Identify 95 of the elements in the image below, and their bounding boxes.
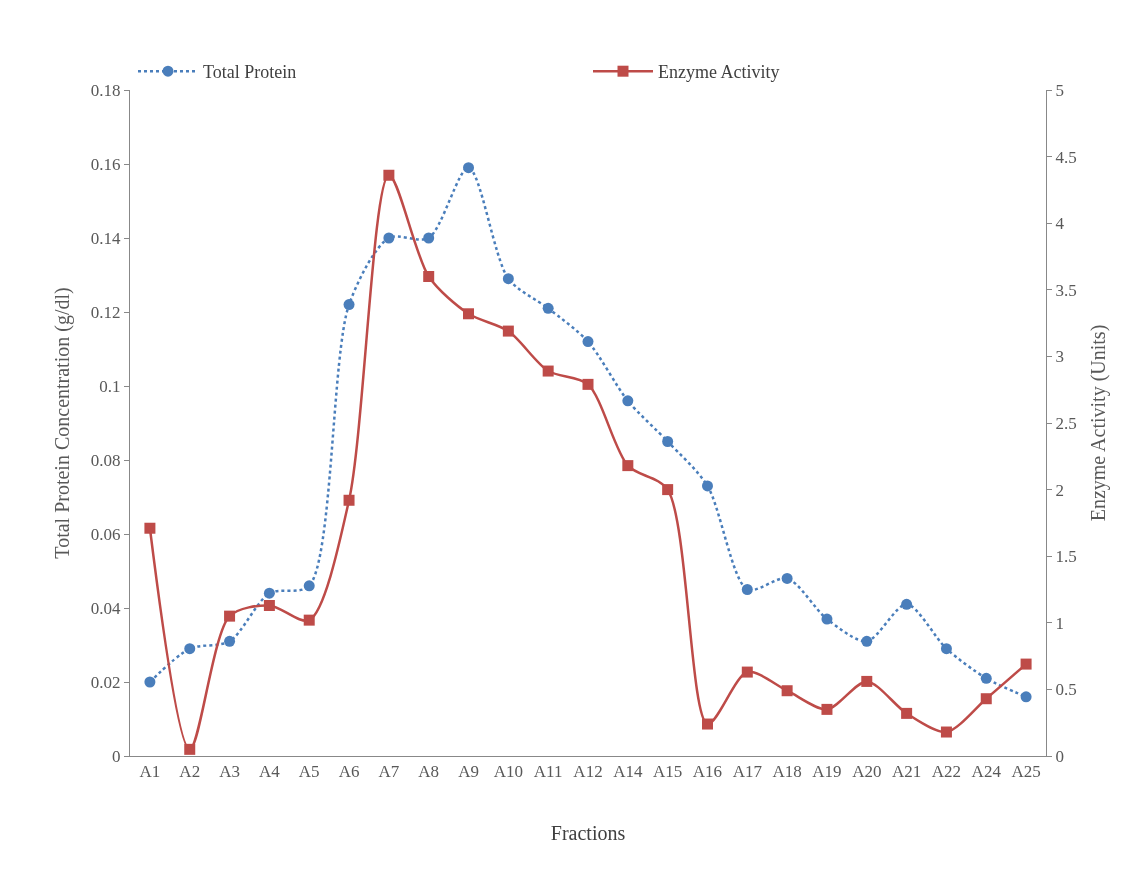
point: [542, 365, 554, 377]
y-tick-label: 0: [112, 746, 121, 766]
legend-label: Enzyme Activity: [658, 62, 780, 83]
point: [821, 703, 833, 715]
y-tick-label: 0.16: [90, 154, 121, 174]
x-tick-label: A2: [179, 762, 201, 782]
y-tick-label: 0.12: [90, 302, 121, 322]
point: [1020, 691, 1032, 703]
point: [662, 436, 674, 447]
point: [701, 480, 713, 492]
point: [940, 643, 952, 655]
point: [901, 598, 913, 610]
point: [224, 610, 236, 622]
point: [980, 672, 992, 684]
point: [1020, 658, 1032, 670]
point: [423, 270, 435, 282]
x-tick-label: A4: [259, 762, 281, 782]
point: [263, 587, 275, 599]
y2-axis-title: Enzyme Activity (Units): [1087, 324, 1111, 522]
y2-tick-label: 1.5: [1055, 547, 1077, 567]
y2-tick-label: 0.5: [1055, 680, 1077, 700]
x-tick-label: A12: [573, 762, 603, 782]
x-tick-label: A24: [971, 762, 1002, 782]
point: [383, 232, 395, 244]
x-tick-label: A18: [772, 762, 802, 782]
point: [781, 572, 793, 584]
y-tick-label: 0.04: [90, 598, 122, 618]
x-tick-label: A14: [613, 762, 643, 782]
y2-tick-label: 2: [1055, 480, 1064, 500]
point: [303, 614, 315, 626]
point: [263, 599, 275, 611]
y2-tick-label: 2.5: [1055, 413, 1077, 433]
point: [781, 685, 793, 697]
point: [502, 325, 514, 337]
point: [303, 580, 315, 592]
point: [701, 718, 713, 730]
point: [184, 743, 196, 755]
y2-tick-label: 1: [1055, 613, 1064, 633]
x-tick-label: A22: [931, 762, 962, 782]
point: [343, 494, 355, 506]
point: [502, 273, 514, 285]
y-tick-label: 0.02: [90, 672, 121, 692]
point: [622, 460, 634, 472]
y-tick-label: 0.08: [90, 450, 121, 470]
x-tick-label: A7: [378, 762, 400, 782]
y-tick-label: 0.1: [99, 376, 121, 396]
x-tick-label: A1: [139, 762, 161, 782]
point: [463, 308, 475, 320]
point: [343, 299, 355, 311]
point: [741, 584, 753, 595]
x-tick-label: A11: [533, 762, 563, 782]
x-tick-label: A10: [493, 762, 523, 782]
point: [821, 613, 833, 625]
x-tick-label: A20: [852, 762, 882, 782]
y2-tick-label: 5: [1055, 80, 1064, 100]
x-tick-label: A9: [458, 762, 479, 782]
point: [622, 395, 634, 407]
point: [144, 676, 156, 688]
x-tick-label: A8: [418, 762, 440, 782]
x-tick-label: A3: [219, 762, 240, 782]
x-tick-label: A5: [298, 762, 320, 782]
x-tick-label: A19: [812, 762, 842, 782]
x-tick-label: A6: [338, 762, 360, 782]
y2-tick-label: 3.5: [1055, 280, 1077, 300]
point: [861, 635, 873, 647]
x-tick-label: A16: [692, 762, 723, 782]
legend-label: Total Protein: [203, 62, 297, 83]
point: [582, 336, 594, 348]
point: [383, 169, 395, 181]
x-tick-label: A15: [653, 762, 683, 782]
y2-tick-label: 0: [1055, 746, 1064, 766]
point: [662, 484, 674, 496]
y-axis-title: Total Protein Concentration (g/dl): [51, 287, 75, 559]
point: [582, 378, 594, 390]
point: [463, 162, 475, 174]
point: [423, 232, 435, 244]
point: [861, 675, 873, 687]
y-tick-label: 0.06: [90, 524, 121, 544]
point: [224, 635, 236, 647]
point: [980, 693, 992, 705]
point: [144, 522, 156, 534]
x-tick-label: A17: [732, 762, 763, 782]
x-axis-title: Fractions: [550, 821, 626, 844]
y2-tick-label: 3: [1055, 347, 1064, 367]
x-tick-label: A21: [891, 762, 922, 782]
point: [940, 726, 952, 738]
y-tick-label: 0.18: [90, 80, 121, 100]
point: [901, 707, 913, 719]
point: [542, 302, 554, 314]
y2-tick-label: 4.5: [1055, 147, 1077, 167]
x-tick-label: A25: [1011, 762, 1041, 782]
point: [741, 666, 753, 678]
y2-tick-label: 4: [1055, 214, 1065, 234]
y-tick-label: 0.14: [90, 228, 122, 248]
point: [184, 643, 196, 655]
